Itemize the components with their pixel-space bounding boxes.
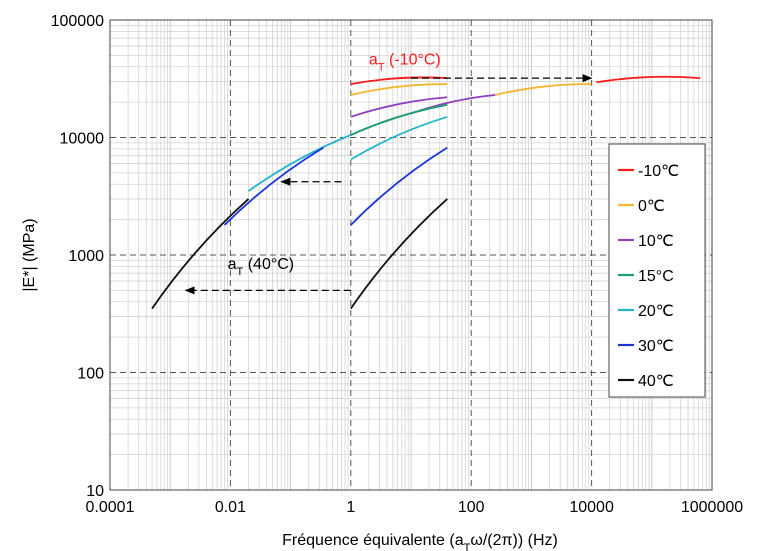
y-tick-label: 100 <box>77 366 104 383</box>
series-shifted--10 <box>596 75 701 84</box>
legend-label: 40℃ <box>638 373 674 390</box>
legend-label: 30℃ <box>638 338 674 355</box>
legend: -10℃ 0℃ 10℃ 15°C 20℃ 30℃ 40℃ <box>608 143 706 398</box>
x-tick-label: 1000000 <box>681 499 743 516</box>
annotations: aT (-10°C) aT (40°C) <box>184 51 593 295</box>
legend-label: 20℃ <box>638 303 674 320</box>
series-raw-20 <box>350 115 448 161</box>
series-raw-40 <box>350 198 448 310</box>
x-tick-label: 0.01 <box>215 499 246 516</box>
x-tick-label: 1 <box>346 499 355 516</box>
plot-border <box>109 19 713 491</box>
series-raw-30 <box>350 146 448 226</box>
series-raw-10 <box>350 96 448 118</box>
legend-label: 0℃ <box>638 198 665 215</box>
x-tick-label: 0.0001 <box>86 499 135 516</box>
y-axis-title: |E*| (MPa) <box>21 218 38 291</box>
x-tick-labels: 0.0001 0.01 1 100 10000 1000000 <box>86 499 744 516</box>
annotation-label-0: aT (-10°C) <box>369 51 441 73</box>
series-shifted-15 <box>350 103 448 136</box>
y-tick-labels: 10 100 1000 10000 100000 <box>51 13 104 500</box>
legend-label: 10℃ <box>638 233 674 250</box>
series-shifted-30 <box>223 146 324 226</box>
series-shifted-40 <box>151 198 250 310</box>
y-tick-label: 100000 <box>51 13 104 30</box>
legend-label: 15°C <box>638 268 674 285</box>
annotation-label-2: aT (40°C) <box>228 256 294 278</box>
y-tick-label: 10 <box>86 483 104 500</box>
y-tick-label: 10000 <box>60 131 105 148</box>
x-axis-title: Fréquence équivalente (aTω/(2π)) (Hz) <box>282 532 558 551</box>
series-lines <box>151 75 701 310</box>
y-tick-label: 1000 <box>68 248 104 265</box>
x-tick-label: 100 <box>458 499 485 516</box>
series-raw-0 <box>350 83 448 96</box>
legend-box <box>608 143 706 398</box>
series-shifted-0 <box>494 83 592 96</box>
legend-label: -10℃ <box>638 163 679 180</box>
series-shifted-20 <box>247 134 352 192</box>
x-tick-label: 10000 <box>569 499 614 516</box>
